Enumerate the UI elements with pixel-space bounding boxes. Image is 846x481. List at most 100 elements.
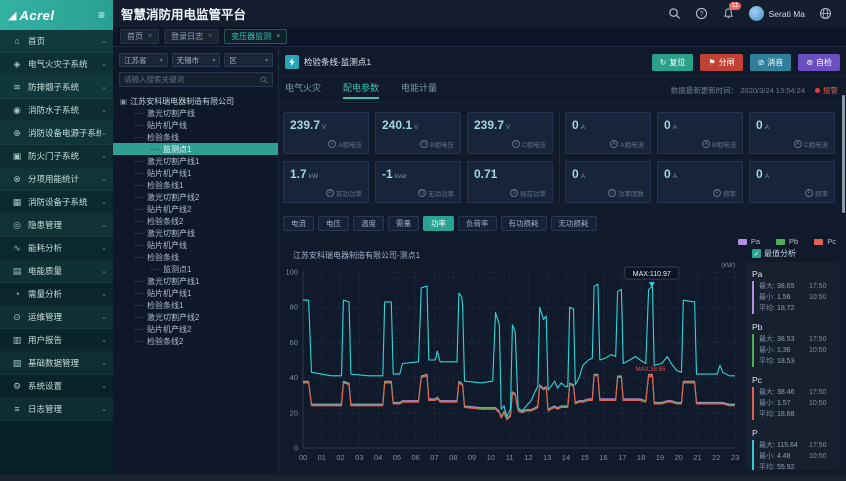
tree-connector	[135, 244, 144, 246]
chart-tab-有功损耗[interactable]: 有功损耗	[500, 216, 547, 231]
sidebar-item-report[interactable]: ▥ 用户报告 ⌄	[0, 329, 113, 352]
sidebar-item-energy-analysis[interactable]: ∿ 能耗分析 ⌄	[0, 237, 113, 260]
sidebar-item-log[interactable]: ≡ 日志管理 ⌄	[0, 398, 113, 421]
globe-icon[interactable]	[819, 7, 833, 21]
button-自检[interactable]: ⊚ 自检	[798, 53, 840, 71]
divider	[279, 75, 846, 76]
card-label-text: A相电压	[338, 142, 362, 149]
stat-value: 1.56	[776, 294, 791, 301]
region-select[interactable]: 区 ▾	[224, 53, 274, 67]
tree-node[interactable]: 激光切割产线1	[113, 155, 278, 167]
page-title: 智慧消防用电监管平台	[121, 8, 247, 22]
page-tabs-bar: 首页 × 登录日志 × 变压器监测 ×	[113, 27, 846, 47]
analysis-checkbox[interactable]: ✓ 最值分析	[752, 248, 796, 259]
tree-node[interactable]: 贴片机产线2	[113, 323, 278, 335]
hamburger-icon[interactable]: ≡	[97, 8, 105, 22]
tree-node[interactable]: 监测点1	[113, 263, 278, 275]
tree-node[interactable]: 监测点1	[113, 143, 278, 155]
reset-icon: ↻	[659, 57, 667, 67]
alarm-label: 报警	[823, 86, 838, 95]
chart-tab-温度[interactable]: 温度	[353, 216, 384, 231]
tree-node[interactable]: 检验条线2	[113, 215, 278, 227]
chart-tab-需量[interactable]: 需量	[388, 216, 419, 231]
device-title: 检验条线-监测点1	[304, 57, 372, 67]
tree-node[interactable]: 激光切割产线	[113, 227, 278, 239]
svg-text:?: ?	[699, 10, 703, 17]
sidebar-item-label: 分项用能统计	[28, 174, 80, 184]
tree-search	[119, 72, 273, 87]
legend-Pb[interactable]: Pb	[776, 237, 798, 246]
tree-node[interactable]: 检验条线	[113, 251, 278, 263]
sidebar-item-label: 电能质量	[28, 266, 63, 276]
close-icon[interactable]: ×	[148, 33, 153, 40]
tree-node[interactable]: 贴片机产线2	[113, 203, 278, 215]
help-icon[interactable]: ?	[695, 7, 709, 21]
chart-tab-功率[interactable]: 功率	[423, 216, 454, 231]
sidebar-item-fire-device[interactable]: ▦ 消防设备子系统 ⌄	[0, 191, 113, 214]
tree-node[interactable]: 检验条线	[113, 131, 278, 143]
sidebar-item-smoke[interactable]: ≋ 防排烟子系统 ⌄	[0, 76, 113, 99]
notification-badge: 11	[728, 1, 742, 10]
search-input[interactable]	[124, 75, 260, 84]
search-icon[interactable]	[260, 76, 268, 84]
region-filters: 江苏省 ▾ 无锡市 ▾ 区 ▾	[113, 47, 278, 67]
tree-node[interactable]: 贴片机产线1	[113, 287, 278, 299]
legend-Pa[interactable]: Pa	[737, 237, 760, 246]
sidebar-item-hazard[interactable]: ◎ 隐患管理 ⌄	[0, 214, 113, 237]
search-icon[interactable]	[668, 7, 682, 21]
user-name[interactable]: Serati Ma	[768, 8, 805, 19]
sidebar-item-power-quality[interactable]: ▤ 电能质量 ⌄	[0, 260, 113, 283]
chart-tab-负荷率[interactable]: 负荷率	[458, 216, 497, 231]
sidebar-item-demand[interactable]: ◔ 需量分析 ⌄	[0, 283, 113, 306]
card-unit: A	[764, 173, 770, 180]
tab-变压器监测[interactable]: 变压器监测 ×	[224, 29, 288, 44]
button-复位[interactable]: ↻ 复位	[651, 53, 694, 71]
sidebar-item-power[interactable]: ⊕ 消防设备电源子系统 ⌄	[0, 122, 113, 145]
sidebar-item-settings[interactable]: ⚙ 系统设置 ⌄	[0, 375, 113, 398]
vertical-scrollbar[interactable]	[842, 95, 845, 213]
chart-tab-电压[interactable]: 电压	[318, 216, 349, 231]
chart-tab-无功损耗[interactable]: 无功损耗	[550, 216, 597, 231]
tab-配电参数[interactable]: 配电参数	[343, 81, 380, 99]
avatar[interactable]	[748, 6, 764, 21]
svg-text:(kW): (kW)	[721, 262, 735, 269]
button-分闸[interactable]: ⚑ 分闸	[700, 53, 743, 71]
sidebar-item-energy-stat[interactable]: ⊗ 分项用能统计 ⌄	[0, 168, 113, 191]
legend-Pc[interactable]: Pc	[814, 237, 836, 246]
tree-node[interactable]: 检验条线1	[113, 299, 278, 311]
sidebar-item-fire-door[interactable]: ▣ 防火门子系统 ⌄	[0, 145, 113, 168]
sidebar-item-home[interactable]: ⌂ 首页 ⌄	[0, 30, 113, 53]
sidebar-item-fire-water[interactable]: ◉ 消防水子系统 ⌄	[0, 99, 113, 122]
tab-电能计量[interactable]: 电能计量	[401, 83, 438, 93]
tree-node[interactable]: 贴片机产线1	[113, 167, 278, 179]
tree-root[interactable]: ▣ 江苏安科瑞电器制造有限公司	[113, 95, 278, 107]
tab-首页[interactable]: 首页 ×	[120, 29, 160, 44]
power-chart[interactable]: 00 01 02 03 04 05 06 07 08 09 10 11 12 13 14 15 16 17 18 19…	[283, 258, 739, 470]
chevron-down-icon: ⌄	[101, 38, 107, 45]
chart-tab-电流[interactable]: 电流	[283, 216, 314, 231]
tree-node[interactable]: 贴片机产线	[113, 239, 278, 251]
sidebar-item-electric-fire[interactable]: ◈ 电气火灾子系统 ⌄	[0, 53, 113, 76]
button-消音[interactable]: ⊘ 消音	[749, 53, 792, 71]
sidebar-item-base-data[interactable]: ▧ 基础数据管理 ⌄	[0, 352, 113, 375]
region-select[interactable]: 江苏省 ▾	[119, 53, 168, 67]
tree-node[interactable]: 检验条线2	[113, 335, 278, 347]
tree-node[interactable]: 激光切割产线2	[113, 191, 278, 203]
tree-node[interactable]: 激光切割产线1	[113, 275, 278, 287]
tab-登录日志[interactable]: 登录日志 ×	[164, 29, 220, 44]
sidebar-item-ops[interactable]: ⊙ 运维管理 ⌄	[0, 306, 113, 329]
svg-text:17: 17	[618, 453, 626, 462]
close-icon[interactable]: ×	[208, 33, 213, 40]
bell-icon[interactable]: 11	[722, 1, 742, 21]
tree-node[interactable]: 贴片机产线	[113, 119, 278, 131]
region-select[interactable]: 无锡市 ▾	[171, 53, 221, 67]
tab-电气火灾[interactable]: 电气火灾	[285, 83, 322, 93]
tree-node-label: 激光切割产线2	[147, 312, 200, 322]
tree-node[interactable]: 激光切割产线	[113, 107, 278, 119]
close-icon[interactable]: ×	[276, 33, 281, 40]
chevron-down-icon: ⌄	[101, 245, 107, 252]
tree-node[interactable]: 激光切割产线2	[113, 311, 278, 323]
stat-row: 最大: 115.64 17:50	[759, 440, 833, 451]
stat-group-Pc: Pc 最大: 38.46 17:50 最小: 1.57 10:50 平均: 18.68	[752, 375, 833, 420]
tree-node[interactable]: 检验条线1	[113, 179, 278, 191]
